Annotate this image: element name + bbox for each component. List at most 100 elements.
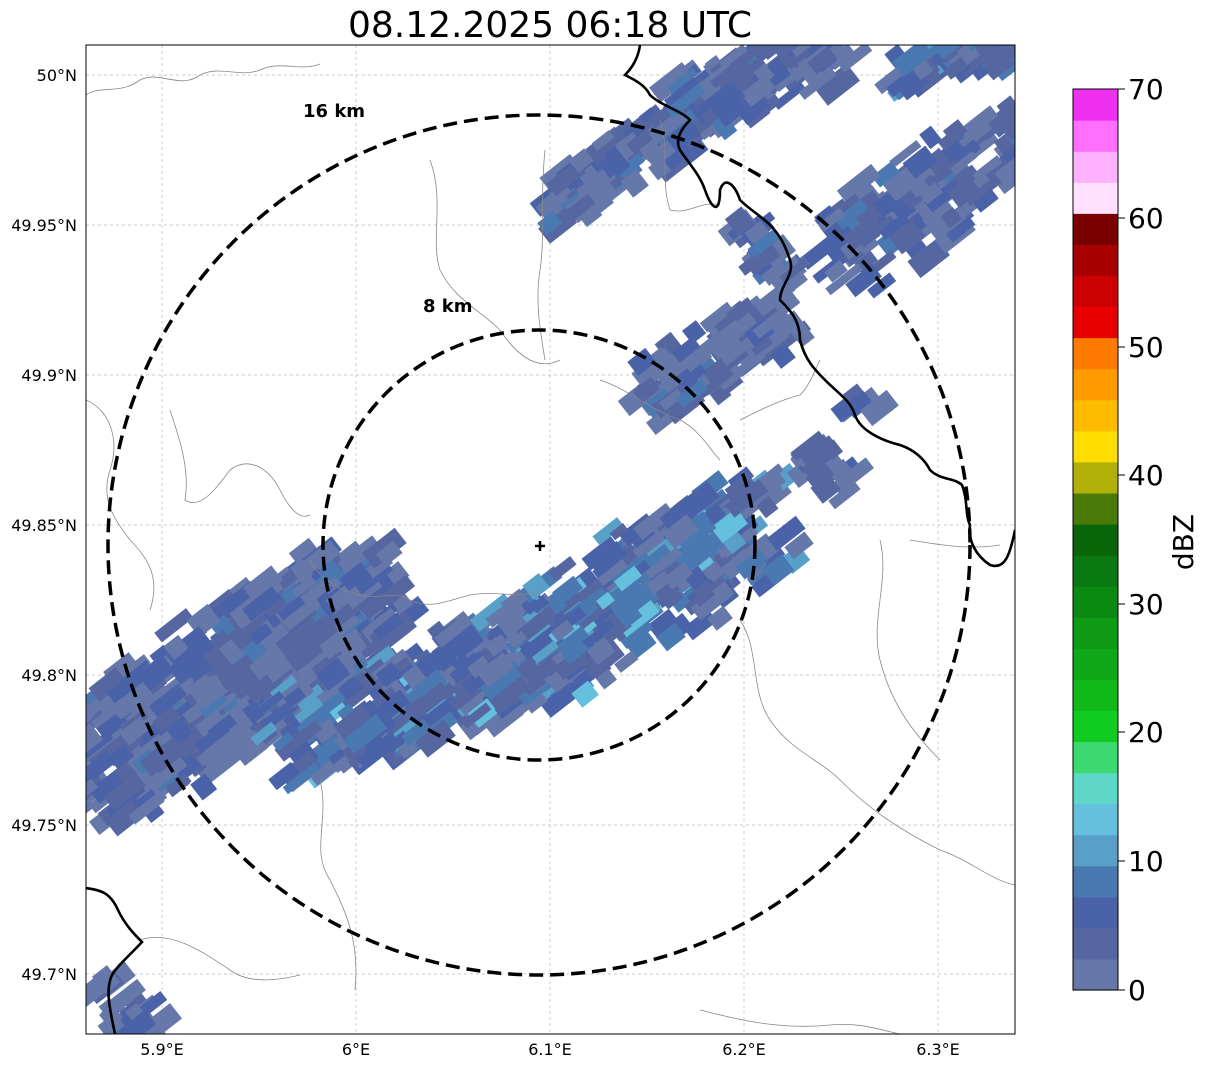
colorbar-cells <box>1073 89 1118 991</box>
colorbar-cell <box>1073 772 1118 805</box>
echo-cell <box>290 558 314 583</box>
echo-cell <box>837 45 873 73</box>
echo-cell <box>656 622 686 652</box>
echo-cell <box>962 45 995 47</box>
echo-cell <box>189 674 227 711</box>
echo-cell <box>27 744 65 779</box>
echo-cell <box>807 46 838 75</box>
echo-cell <box>379 574 416 607</box>
echo-cell <box>770 343 796 369</box>
echo-cell <box>560 636 592 665</box>
echo-cell <box>649 61 694 103</box>
echo-cell <box>284 635 324 673</box>
colorbar-cell <box>1073 275 1118 308</box>
echo-cell <box>885 71 914 98</box>
colorbar-cell <box>1073 679 1118 711</box>
echo-cell <box>647 608 681 641</box>
echo-cell <box>974 155 1005 183</box>
echo-cell <box>874 64 908 95</box>
echo-cell <box>975 14 1004 41</box>
colorbar-cell <box>1073 523 1118 556</box>
echo-cell <box>824 260 848 283</box>
colorbar-cell <box>1073 368 1118 401</box>
echo-cell <box>744 220 771 246</box>
echo-cell <box>537 210 563 236</box>
echo-cell <box>311 637 342 665</box>
colorbar-ticks: 70 60 50 40 30 20 10 0 <box>1118 73 1164 1007</box>
echo-cell <box>137 1025 168 1034</box>
echo-cell <box>766 515 806 551</box>
echo-cell <box>550 619 575 642</box>
colorbar-cell <box>1073 399 1118 432</box>
colorbar-cell <box>1073 896 1118 929</box>
echo-cell <box>759 259 788 286</box>
echo-cell <box>667 390 706 425</box>
echo-cell <box>591 130 615 151</box>
echo-cell <box>97 1012 126 1034</box>
echo-cell <box>735 548 769 580</box>
echo-cell <box>577 164 600 186</box>
echo-cell <box>740 74 776 108</box>
echo-cell <box>724 478 769 518</box>
echo-cell <box>461 702 492 729</box>
echo-cell <box>981 45 1015 75</box>
echo-cell <box>516 657 539 679</box>
echo-cell <box>466 655 491 679</box>
echo-cell <box>754 463 784 489</box>
echo-cell <box>337 703 357 723</box>
echo-cell <box>586 637 616 666</box>
echo-cell <box>86 771 106 810</box>
echo-cell <box>449 651 486 683</box>
echo-cell <box>747 45 778 57</box>
echo-cell <box>268 761 300 791</box>
echo-cell <box>186 669 211 692</box>
echo-cell <box>359 591 389 620</box>
echo-cell <box>91 697 128 729</box>
echo-cell <box>135 1003 182 1034</box>
echo-cell <box>599 150 629 179</box>
echo-cell <box>49 732 84 763</box>
echo-cell <box>199 692 228 719</box>
echo-cell <box>972 19 997 44</box>
range-ring-label-16km: 16 km <box>303 101 365 122</box>
lat-tick: 49.95°N <box>11 216 77 235</box>
lon-tick: 6.3°E <box>916 1040 960 1059</box>
echo-cell <box>825 262 864 296</box>
echo-cell <box>871 161 900 188</box>
echo-cell <box>843 390 874 419</box>
echo-cell <box>570 679 599 708</box>
echo-cell <box>582 619 615 648</box>
echo-cell <box>957 139 981 162</box>
echo-cell <box>339 562 371 592</box>
echo-cell <box>878 212 910 240</box>
echo-cell <box>479 660 525 701</box>
echo-cell <box>784 531 814 560</box>
echo-cell <box>681 320 707 345</box>
echo-cell <box>756 496 779 519</box>
lon-tick: 6°E <box>342 1040 370 1059</box>
echo-cell <box>595 668 617 690</box>
echo-cell <box>288 537 318 564</box>
echo-cell <box>724 472 757 503</box>
echo-cell <box>200 747 241 784</box>
echo-cell <box>294 698 324 724</box>
echo-cell <box>888 218 926 255</box>
echo-cell <box>548 556 577 581</box>
echo-cell <box>88 667 127 702</box>
echo-cell <box>190 773 218 801</box>
echo-cell <box>747 245 781 276</box>
echo-cell <box>1014 152 1015 180</box>
echo-cell <box>891 45 934 78</box>
echo-cell <box>116 1009 157 1034</box>
lon-axis: 5.9°E 6°E 6.1°E 6.2°E 6.3°E <box>140 1040 960 1059</box>
echo-cell <box>93 712 123 740</box>
colorbar-cell <box>1073 617 1118 649</box>
echo-cell <box>650 352 685 385</box>
echo-cell <box>196 743 222 766</box>
echo-cell <box>145 805 165 824</box>
echo-cell <box>692 586 716 608</box>
colorbar-tick-label: 20 <box>1128 716 1164 749</box>
echo-cell <box>710 56 748 89</box>
echo-cell <box>716 98 749 128</box>
echo-cell <box>375 540 403 567</box>
